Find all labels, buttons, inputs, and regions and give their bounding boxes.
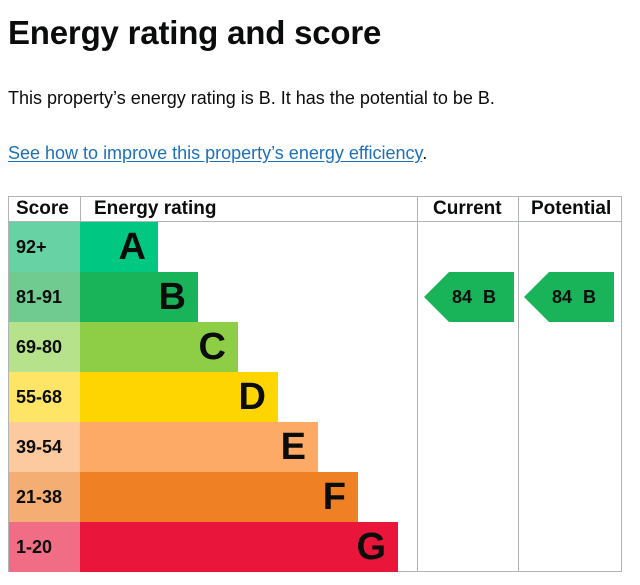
current-header: Current [433, 198, 502, 219]
rating-band-g: 1-20 G [9, 522, 417, 572]
rating-bar: B [80, 272, 198, 322]
current-rating-arrow: 84 B [424, 272, 514, 322]
header-divider [9, 221, 621, 222]
improve-link-line: See how to improve this property’s energ… [8, 143, 427, 164]
rating-bar: G [80, 522, 398, 572]
rating-bar: D [80, 372, 278, 422]
rating-band-d: 55-68 D [9, 372, 417, 422]
improve-efficiency-link[interactable]: See how to improve this property’s energ… [8, 143, 423, 163]
score-range: 55-68 [9, 372, 80, 422]
rating-band-e: 39-54 E [9, 422, 417, 472]
rating-bar: E [80, 422, 318, 472]
score-range: 92+ [9, 222, 80, 272]
potential-header: Potential [531, 198, 612, 219]
score-range: 21-38 [9, 472, 80, 522]
potential-rating-arrow: 84 B [524, 272, 614, 322]
rating-summary: This property’s energy rating is B. It h… [8, 88, 495, 108]
energy-rating-header: Energy rating [94, 198, 217, 219]
rating-band-c: 69-80 C [9, 322, 417, 372]
rating-band-a: 92+ A [9, 222, 417, 272]
rating-band-b: 81-91 B [9, 272, 417, 322]
potential-column-divider [518, 197, 519, 571]
score-range: 69-80 [9, 322, 80, 372]
score-range: 1-20 [9, 522, 80, 572]
page-title: Energy rating and score [8, 14, 382, 51]
rating-bar: A [80, 222, 158, 272]
link-suffix: . [422, 143, 428, 163]
rating-bar: F [80, 472, 358, 522]
score-range: 39-54 [9, 422, 80, 472]
rating-band-f: 21-38 F [9, 472, 417, 522]
energy-rating-chart: Score Energy rating Current Potential 92… [8, 196, 622, 572]
score-range: 81-91 [9, 272, 80, 322]
current-column-divider [417, 197, 418, 571]
rating-bar: C [80, 322, 238, 372]
score-header: Score [16, 198, 69, 219]
